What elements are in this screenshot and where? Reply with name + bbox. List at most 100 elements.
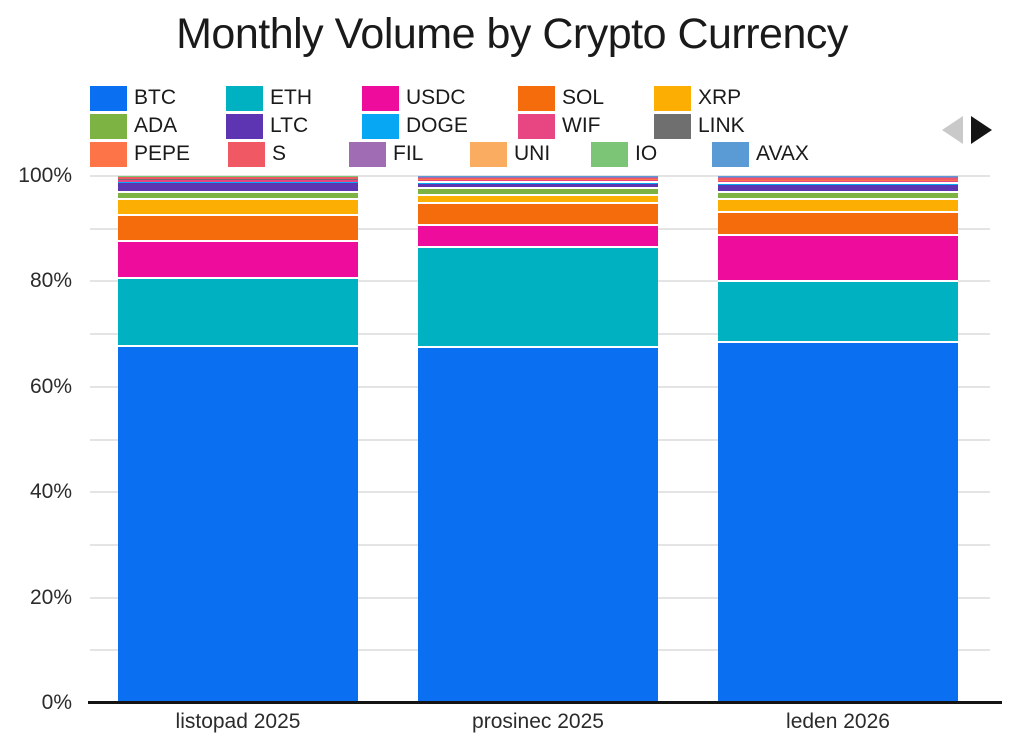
legend-item-wif[interactable]: WIF <box>518 113 654 139</box>
legend-swatch-xrp <box>654 85 691 111</box>
segment-xrp-3[interactable] <box>718 200 958 214</box>
x-axis-labels: listopad 2025 prosinec 2025 leden 2026 <box>0 710 1024 740</box>
segment-pepe-3[interactable] <box>718 180 958 181</box>
legend-item-io[interactable]: IO <box>591 141 712 167</box>
legend-item-usdc[interactable]: USDC <box>362 85 518 111</box>
segment-pepe-2[interactable] <box>418 179 658 180</box>
legend-swatch-pepe <box>90 141 127 167</box>
segment-doge-1[interactable] <box>118 182 358 183</box>
legend-item-avax[interactable]: AVAX <box>712 141 833 167</box>
segment-ltc-2[interactable] <box>418 183 658 189</box>
segment-ltc-3[interactable] <box>718 185 958 194</box>
segment-ada-1[interactable] <box>118 193 358 200</box>
legend-swatch-doge <box>362 113 399 139</box>
legend-item-eth[interactable]: ETH <box>226 85 362 111</box>
legend-label: ETH <box>270 86 312 109</box>
segment-sol-1[interactable] <box>118 215 358 242</box>
legend-label: DOGE <box>406 114 468 137</box>
segment-io-3[interactable] <box>718 176 958 178</box>
legend-row: ADA LTC DOGE WIF LINK <box>90 112 833 140</box>
segment-fil-1[interactable] <box>118 176 358 178</box>
segment-link-2[interactable] <box>418 179 658 181</box>
legend-swatch-btc <box>90 85 127 111</box>
legend-item-ltc[interactable]: LTC <box>226 113 362 139</box>
segment-wif-3[interactable] <box>718 181 958 185</box>
legend-label: FIL <box>393 142 424 165</box>
segment-btc-2[interactable] <box>418 348 658 703</box>
next-arrow-icon[interactable] <box>971 116 992 144</box>
plot-area <box>90 175 990 703</box>
legend-label: ADA <box>134 114 178 137</box>
segment-sol-2[interactable] <box>418 203 658 227</box>
segment-usdc-1[interactable] <box>118 241 358 279</box>
prev-arrow-icon[interactable] <box>942 116 963 144</box>
y-tick-label-0: 0% <box>41 691 72 714</box>
segment-avax-2[interactable] <box>418 176 658 177</box>
segment-link-1[interactable] <box>118 179 358 180</box>
legend-item-link[interactable]: LINK <box>654 113 790 139</box>
segment-usdc-3[interactable] <box>718 236 958 283</box>
legend-item-doge[interactable]: DOGE <box>362 113 518 139</box>
legend-label: LTC <box>270 114 309 137</box>
x-tick-label-leden-2026: leden 2026 <box>786 710 890 733</box>
legend-label: XRP <box>698 86 742 109</box>
segment-s-3[interactable] <box>718 178 958 181</box>
segment-avax-3[interactable] <box>718 176 958 177</box>
legend-item-btc[interactable]: BTC <box>90 85 226 111</box>
gridline-100 <box>90 175 990 177</box>
legend-swatch-wif <box>518 113 555 139</box>
legend-row: PEPE S FIL UNI IO AVAX <box>90 140 833 168</box>
legend-swatch-link <box>654 113 691 139</box>
y-tick-label-100: 100% <box>18 164 72 187</box>
segment-doge-3[interactable] <box>718 184 958 185</box>
segment-fil-3[interactable] <box>718 177 958 179</box>
segment-ltc-1[interactable] <box>118 182 358 194</box>
legend-item-xrp[interactable]: XRP <box>654 85 790 111</box>
legend-swatch-fil <box>349 141 386 167</box>
x-tick-label-listopad-2025: listopad 2025 <box>175 710 301 733</box>
segment-xrp-1[interactable] <box>118 199 358 216</box>
legend-row: BTC ETH USDC SOL XRP <box>90 84 833 112</box>
legend-swatch-s <box>228 141 265 167</box>
stacked-bar-listopad-2025 <box>118 176 358 703</box>
segment-wif-2[interactable] <box>418 180 658 184</box>
legend-label: WIF <box>562 114 601 137</box>
segment-xrp-2[interactable] <box>418 195 658 204</box>
legend-swatch-ltc <box>226 113 263 139</box>
legend-item-sol[interactable]: SOL <box>518 85 654 111</box>
segment-s-2[interactable] <box>418 177 658 180</box>
x-tick-label-prosinec-2025: prosinec 2025 <box>472 710 604 733</box>
legend-label: S <box>272 142 287 165</box>
legend-label: IO <box>635 142 658 165</box>
segment-eth-1[interactable] <box>118 278 358 348</box>
legend: BTC ETH USDC SOL XRP ADA LTC DOGE WIF LINK PEPE S FI… <box>90 84 833 168</box>
segment-doge-2[interactable] <box>418 183 658 184</box>
legend-item-uni[interactable]: UNI <box>470 141 591 167</box>
y-tick-label-40: 40% <box>29 480 72 504</box>
segment-ada-3[interactable] <box>718 193 958 201</box>
segment-btc-3[interactable] <box>718 343 958 703</box>
segment-pepe-1[interactable] <box>118 178 358 180</box>
segment-s-1[interactable] <box>118 177 358 179</box>
legend-label: AVAX <box>756 142 809 165</box>
segment-btc-1[interactable] <box>118 347 358 703</box>
segment-link-3[interactable] <box>718 180 958 182</box>
segment-eth-2[interactable] <box>418 248 658 349</box>
legend-item-s[interactable]: S <box>228 141 349 167</box>
segment-eth-3[interactable] <box>718 282 958 344</box>
legend-item-fil[interactable]: FIL <box>349 141 470 167</box>
y-axis-labels: 0% 20% 40% 60% 80% 100% <box>0 0 78 753</box>
segment-sol-3[interactable] <box>718 213 958 237</box>
carousel-nav <box>942 116 992 144</box>
segment-ada-2[interactable] <box>418 188 658 196</box>
segment-usdc-2[interactable] <box>418 226 658 249</box>
legend-label: USDC <box>406 86 466 109</box>
chart-title: Monthly Volume by Crypto Currency <box>176 10 848 58</box>
legend-label: SOL <box>562 86 605 109</box>
y-tick-label-60: 60% <box>29 374 72 398</box>
segment-wif-1[interactable] <box>118 179 358 183</box>
segment-fil-2[interactable] <box>418 177 658 178</box>
legend-item-ada[interactable]: ADA <box>90 113 226 139</box>
y-tick-label-80: 80% <box>29 269 72 293</box>
legend-item-pepe[interactable]: PEPE <box>90 141 228 167</box>
